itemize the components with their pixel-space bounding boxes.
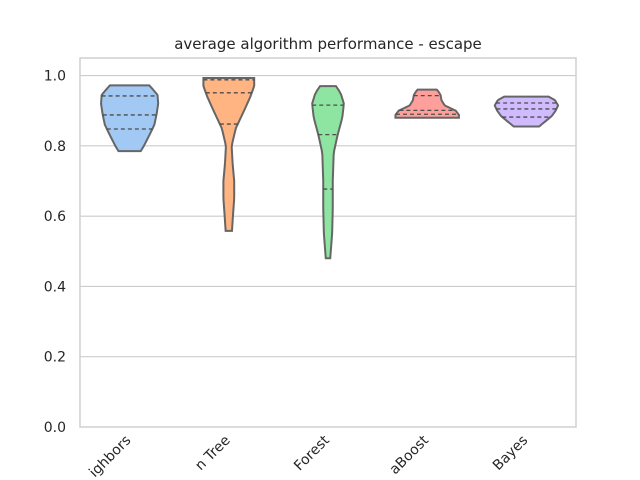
x-tick-labels: ighbors n Tree Forest aBoost Bayes (86, 432, 531, 480)
violin-group (100, 84, 160, 153)
violin-body (493, 95, 560, 128)
violin-body (202, 77, 256, 232)
x-tick-label: aBoost (387, 432, 433, 478)
y-tick-label: 0.4 (44, 279, 66, 295)
y-tick-label: 0.2 (44, 350, 66, 366)
y-tick-label: 0.6 (44, 209, 66, 225)
y-tick-labels: 0.0 0.2 0.4 0.6 0.8 1.0 (44, 69, 66, 436)
plot-frame (79, 57, 577, 428)
x-tick-label: ighbors (86, 433, 134, 480)
chart-title: average algorithm performance - escape (174, 35, 482, 53)
x-tick-label: Bayes (490, 433, 531, 474)
y-tick-label: 0.8 (44, 139, 66, 155)
violin-group (394, 88, 460, 119)
violin-body (100, 84, 160, 153)
y-tick-label: 0.0 (44, 420, 66, 436)
violin-group (202, 77, 256, 232)
x-tick-label: Forest (291, 432, 333, 474)
violin-body (311, 85, 345, 260)
x-tick-label: n Tree (192, 433, 233, 474)
violin-group (311, 85, 345, 260)
violin-body (394, 88, 460, 119)
y-tick-label: 1.0 (44, 69, 66, 85)
violin-group (493, 95, 560, 128)
violin-layer (100, 77, 560, 260)
